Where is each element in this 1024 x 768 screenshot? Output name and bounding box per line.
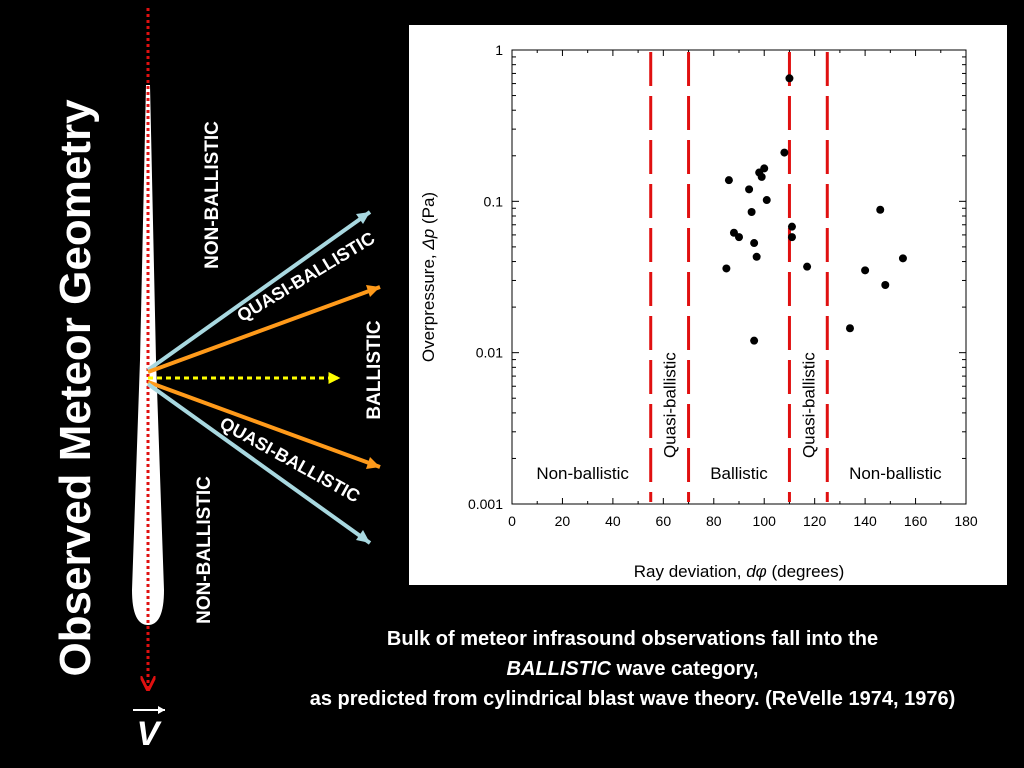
- data-point: [787, 222, 796, 231]
- region-label: Ballistic: [710, 464, 768, 483]
- chart-panel: 0 20 40 60 80 100 120 140 160 180 0.001 0.01 0.1 1 Non…: [409, 25, 1007, 585]
- x-tick-label: 60: [656, 513, 672, 529]
- scatter-chart: 0 20 40 60 80 100 120 140 160 180 0.001 0.01 0.1 1 Non…: [419, 42, 978, 581]
- data-point: [762, 196, 771, 205]
- caption: Bulk of meteor infrasound observations f…: [270, 624, 995, 714]
- non-ballistic-label-top: NON-BALLISTIC: [202, 121, 223, 269]
- data-point: [735, 233, 743, 242]
- non-ballistic-ray-bottom-head: [356, 530, 370, 543]
- x-tick-label: 120: [803, 513, 827, 529]
- data-point: [747, 208, 756, 217]
- data-point: [750, 336, 759, 345]
- data-point: [757, 172, 766, 181]
- quasi-ballistic-label-top: QUASI-BALLISTIC: [233, 228, 378, 326]
- region-label: Quasi-ballistic: [661, 352, 680, 458]
- velocity-label: V: [137, 715, 163, 753]
- non-ballistic-ray-bottom: [146, 382, 372, 545]
- x-tick-label: 160: [904, 513, 928, 529]
- data-point: [881, 280, 890, 289]
- data-point: [898, 254, 907, 263]
- non-ballistic-ray-top: [146, 210, 372, 372]
- region-label: Quasi-ballistic: [799, 352, 818, 458]
- meteor-trail: [132, 85, 164, 625]
- caption-line-3: as predicted from cylindrical blast wave…: [309, 688, 956, 710]
- quasi-ballistic-ray-top: [147, 285, 381, 374]
- non-ballistic-label-bottom: NON-BALLISTIC: [194, 476, 215, 624]
- caption-line-2-rest: wave category,: [610, 658, 759, 680]
- quasi-ballistic-label-bottom: QUASI-BALLISTIC: [216, 413, 363, 507]
- quasi-ballistic-ray-top-head: [366, 285, 380, 297]
- ballistic-label: BALLISTIC: [364, 320, 385, 419]
- x-tick-label: 140: [853, 513, 877, 529]
- caption-line-1: Bulk of meteor infrasound observations f…: [386, 628, 879, 650]
- x-tick-label: 0: [508, 513, 516, 529]
- quasi-ballistic-ray-bottom: [147, 380, 381, 469]
- region-label: Non-ballistic: [849, 464, 942, 483]
- x-tick-label: 100: [753, 513, 777, 529]
- y-axis-label: Overpressure, Δp (Pa): [419, 192, 438, 362]
- data-point: [722, 264, 731, 273]
- y-tick-label: 0.01: [476, 345, 503, 361]
- x-tick-label: 20: [555, 513, 571, 529]
- data-point: [861, 266, 870, 275]
- velocity-vector-overline-head: [158, 706, 165, 714]
- y-tick-label: 0.1: [484, 193, 504, 209]
- data-point: [745, 185, 754, 194]
- x-tick-label: 40: [605, 513, 621, 529]
- region-label: Non-ballistic: [536, 464, 629, 483]
- y-tick-label: 1: [495, 42, 503, 58]
- non-ballistic-ray-top-head: [356, 212, 370, 224]
- meteor-geometry-diagram: NON-BALLISTIC QUASI-BALLISTIC BALLISTIC …: [132, 8, 385, 753]
- data-point: [752, 252, 761, 261]
- data-point: [876, 205, 885, 214]
- data-point: [845, 324, 854, 333]
- quasi-ballistic-ray-bottom-head: [366, 457, 380, 469]
- x-axis-label: Ray deviation, dφ (degrees): [634, 562, 844, 581]
- data-point: [750, 239, 759, 248]
- data-point: [785, 74, 794, 83]
- data-point: [803, 262, 812, 271]
- caption-line-2: BALLISTIC wave category,: [270, 654, 995, 684]
- y-tick-label: 0.001: [468, 496, 503, 512]
- data-point: [780, 148, 789, 157]
- x-tick-label: 180: [954, 513, 978, 529]
- data-point: [787, 233, 796, 242]
- caption-emphasis: BALLISTIC: [506, 658, 611, 680]
- x-tick-label: 80: [706, 513, 722, 529]
- plot-frame: [511, 49, 967, 505]
- data-point: [724, 176, 733, 185]
